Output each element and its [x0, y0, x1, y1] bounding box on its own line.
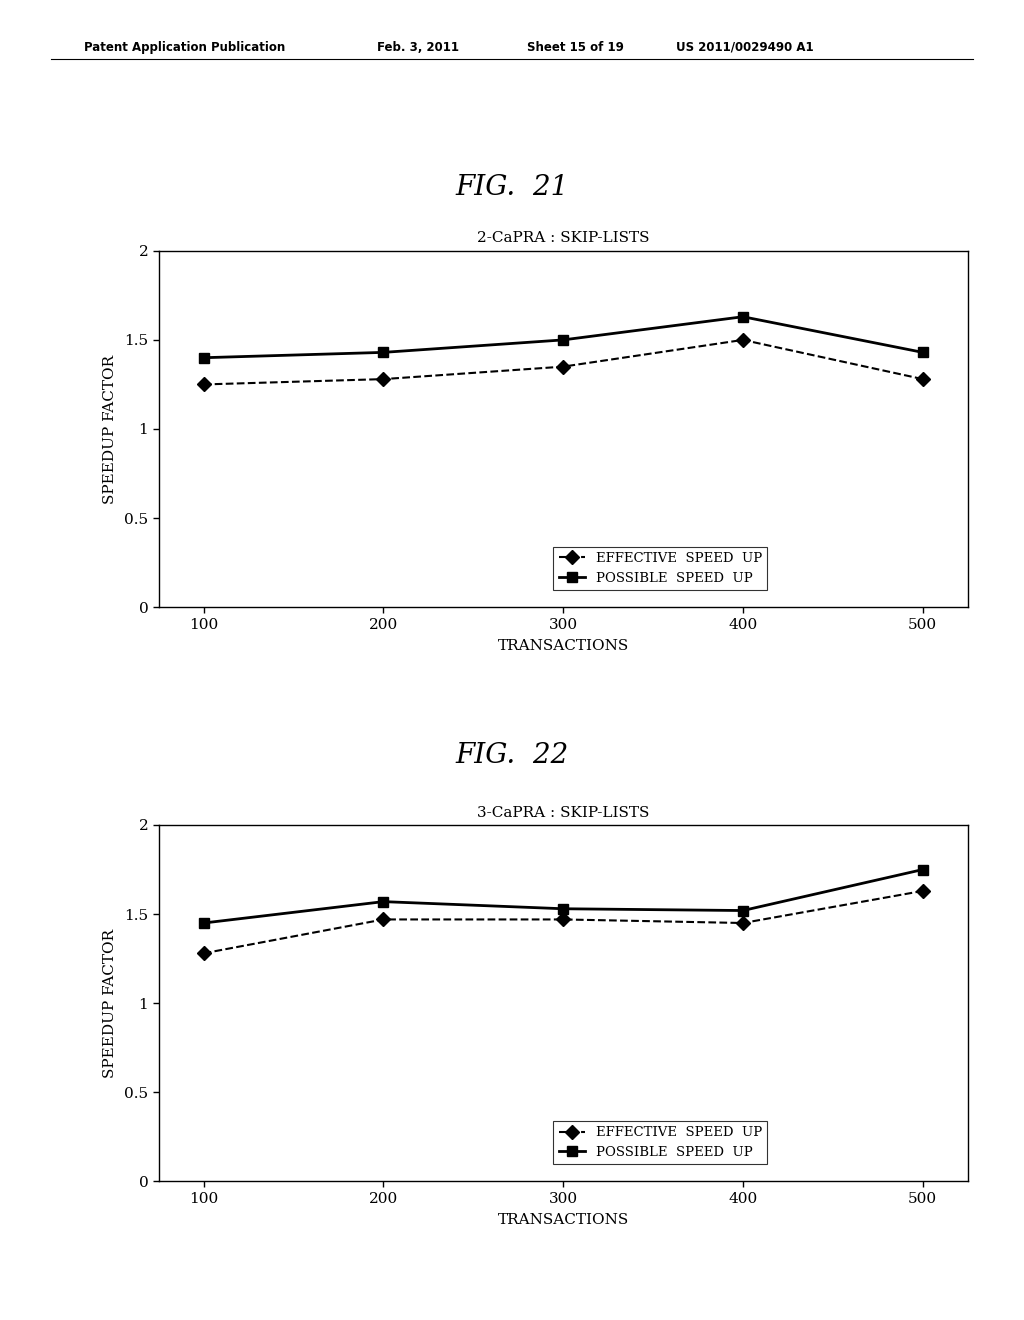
Title: 3-CaPRA : SKIP-LISTS: 3-CaPRA : SKIP-LISTS — [477, 805, 649, 820]
X-axis label: TRANSACTIONS: TRANSACTIONS — [498, 1213, 629, 1226]
Text: Sheet 15 of 19: Sheet 15 of 19 — [527, 41, 625, 54]
Text: FIG.  21: FIG. 21 — [456, 174, 568, 201]
Text: Patent Application Publication: Patent Application Publication — [84, 41, 286, 54]
Text: Feb. 3, 2011: Feb. 3, 2011 — [377, 41, 459, 54]
Legend: EFFECTIVE  SPEED  UP, POSSIBLE  SPEED  UP: EFFECTIVE SPEED UP, POSSIBLE SPEED UP — [553, 546, 767, 590]
Text: US 2011/0029490 A1: US 2011/0029490 A1 — [676, 41, 813, 54]
Legend: EFFECTIVE  SPEED  UP, POSSIBLE  SPEED  UP: EFFECTIVE SPEED UP, POSSIBLE SPEED UP — [553, 1121, 767, 1164]
Y-axis label: SPEEDUP FACTOR: SPEEDUP FACTOR — [103, 929, 117, 1077]
Text: FIG.  22: FIG. 22 — [456, 742, 568, 768]
Title: 2-CaPRA : SKIP-LISTS: 2-CaPRA : SKIP-LISTS — [477, 231, 649, 246]
Y-axis label: SPEEDUP FACTOR: SPEEDUP FACTOR — [103, 355, 117, 503]
X-axis label: TRANSACTIONS: TRANSACTIONS — [498, 639, 629, 652]
